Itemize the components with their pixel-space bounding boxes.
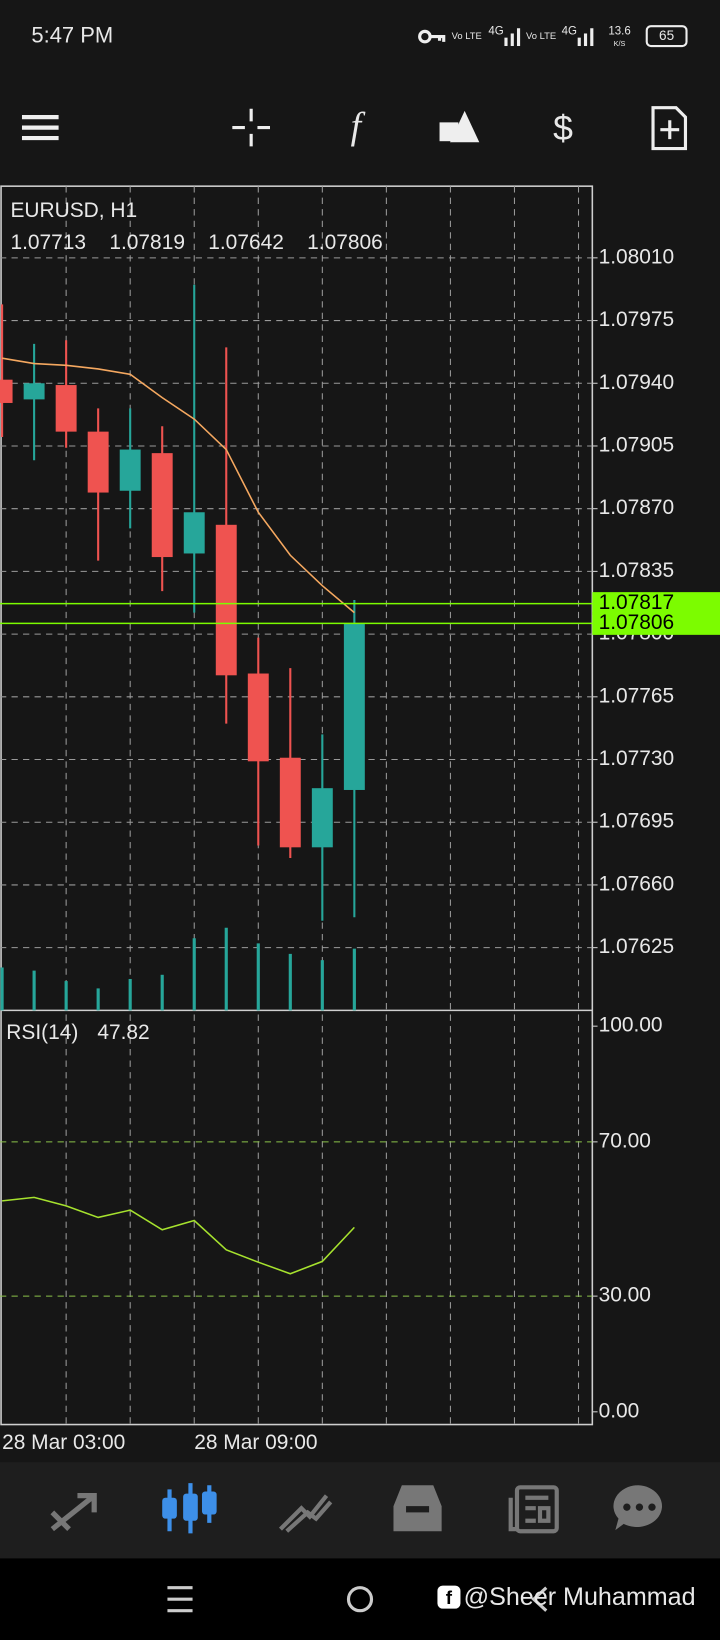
candle-body [311,788,333,848]
system-nav [0,1558,720,1640]
price-tag-label: 1.07806 [599,611,675,634]
history-tab[interactable] [393,1485,442,1532]
price-tag [592,611,720,635]
candle-body [279,757,301,848]
candle-body [55,385,77,432]
volte: Vo LTE [526,30,556,41]
symbol: EURUSD, H1 [10,199,137,222]
battery: 65 [659,28,674,43]
candle-body [23,383,45,400]
candle-body [247,673,269,762]
status-time: 5:47 PM [31,22,113,47]
key-icon [418,29,446,44]
x-tick-label: 28 Mar 09:00 [194,1431,317,1454]
candle-body [343,623,365,790]
candle-body [0,379,13,403]
news-tab[interactable] [508,1485,559,1534]
trade-tab[interactable] [278,1494,333,1533]
bottom-nav [0,1462,720,1559]
volte: Vo LTE [452,30,482,41]
rsi-tick-label: 0.00 [599,1399,640,1422]
labels: 1.08010 1.07975 1.07940 1.07905 1.07870 1.078… [2,245,720,1454]
candle-body [215,524,237,676]
menu-button[interactable] [21,115,59,141]
candle-body [151,453,173,558]
chart-tab[interactable] [162,1483,217,1534]
chart-frame [0,185,594,1426]
y-tick-label: 1.08010 [599,245,675,268]
y-tick-label: 1.07660 [599,872,675,895]
back-button[interactable] [531,1586,548,1612]
ohlc-value: 1.07806 [307,231,383,254]
network: 4G [562,25,577,37]
candle-body [119,449,141,491]
rsi-tick-label: 70.00 [599,1129,651,1152]
ohlc-value: 1.07713 [10,231,86,254]
objects-button[interactable] [439,110,480,143]
network: 4G [488,25,503,37]
facebook-f: f [446,1587,453,1608]
y-tick-label: 1.07730 [599,747,675,770]
x-tick-label: 28 Mar 03:00 [2,1431,125,1454]
y-tick-label: 1.07695 [599,810,675,833]
price-tag-label: 1.07817 [599,591,675,614]
y-tick-label: 1.07905 [599,434,675,457]
watermark: @Sheer Muhammad [464,1583,696,1611]
trade-button[interactable]: $ [553,108,573,148]
y-tick-label: 1.07835 [599,559,675,582]
y-tick-label: 1.07975 [599,308,675,331]
new-order-button[interactable] [651,106,688,151]
chat-tab[interactable] [613,1485,662,1531]
speed-unit: K/S [614,39,626,48]
rsi-tick-label: 100.00 [599,1014,663,1037]
y-tick-label: 1.07870 [599,496,675,519]
signal-icons [504,28,594,47]
ohlc-row: 1.07713 1.07819 1.07642 1.07806 [10,231,382,254]
speed: 13.6 [608,25,630,37]
rsi-tick-label: 30.00 [599,1284,651,1307]
y-tick-label: 1.07625 [599,935,675,958]
crosshair-button[interactable] [232,108,270,147]
ohlc-value: 1.07819 [109,231,185,254]
rsi-value: 47.82 [97,1021,149,1044]
candle-body [183,512,205,554]
rsi-line [2,1196,355,1275]
y-tick-label: 1.07940 [599,371,675,394]
recents-button[interactable] [167,1586,193,1613]
candle-body [87,431,109,493]
facebook-icon [437,1585,461,1609]
moving-average [1,357,355,614]
rsi-name: RSI(14) [6,1021,78,1044]
ohlc-value: 1.07642 [208,231,284,254]
y-tick-label: 1.07765 [599,684,675,707]
plot [0,284,593,1275]
battery-icon [645,25,688,48]
home-button[interactable] [346,1586,374,1613]
price-tag [592,592,720,616]
quotes-tab[interactable] [50,1493,97,1532]
